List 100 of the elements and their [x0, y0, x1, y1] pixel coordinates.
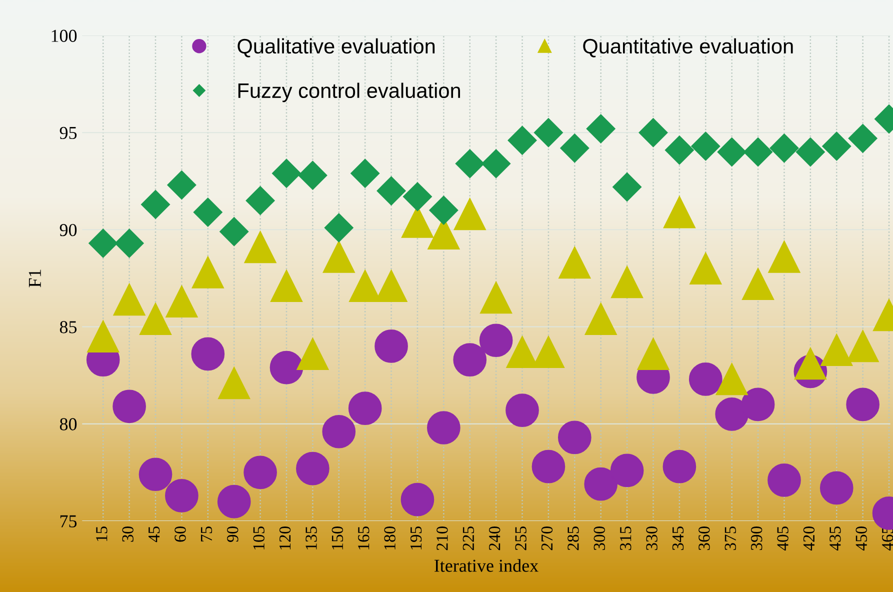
x-tick-label: 30 — [122, 526, 134, 542]
point — [848, 124, 878, 153]
point — [270, 270, 302, 302]
point — [690, 252, 722, 285]
x-axis-title: Iterative index — [434, 559, 538, 572]
y-tick-label: 100 — [52, 30, 77, 42]
y-tick-label: 95 — [60, 126, 77, 140]
x-tick-label: 270 — [541, 526, 553, 550]
x-tick-label: 420 — [803, 526, 815, 550]
x-tick-label: 105 — [253, 526, 264, 550]
point — [272, 158, 301, 188]
x-tick-label: 375 — [724, 526, 736, 550]
x-tick-label: 210 — [436, 526, 448, 550]
point — [715, 397, 748, 431]
point — [296, 452, 330, 486]
point — [586, 114, 616, 144]
point — [744, 138, 772, 166]
point — [558, 420, 592, 454]
point — [794, 348, 826, 380]
point — [348, 392, 382, 426]
point — [296, 338, 329, 370]
point — [610, 454, 644, 488]
point — [846, 330, 879, 362]
point — [191, 337, 225, 371]
point — [796, 138, 825, 166]
point — [244, 456, 277, 490]
point — [717, 138, 746, 166]
point — [217, 484, 251, 518]
point — [663, 196, 696, 228]
x-tick-label: 180 — [384, 526, 396, 550]
point — [322, 414, 356, 448]
x-tick-label: 285 — [568, 526, 579, 550]
point — [820, 334, 853, 366]
x-tick-label: 165 — [358, 526, 370, 550]
x-tick-label: 240 — [488, 526, 500, 550]
point — [165, 479, 198, 512]
x-tick-label: 300 — [594, 526, 606, 550]
x-tick-label: 195 — [410, 526, 422, 550]
point — [218, 367, 250, 400]
point — [637, 338, 670, 370]
point — [453, 343, 487, 376]
point — [768, 240, 800, 273]
point — [140, 303, 172, 335]
x-tick-label: 150 — [332, 526, 344, 550]
point — [612, 172, 642, 202]
point — [454, 198, 486, 230]
point — [455, 149, 484, 178]
x-tick-label: 255 — [515, 526, 526, 550]
point — [322, 240, 355, 273]
point — [822, 132, 852, 161]
point — [113, 284, 146, 316]
x-tick-label: 45 — [148, 526, 160, 542]
y-tick-label: 90 — [60, 224, 77, 236]
y-tick-label: 85 — [60, 321, 77, 334]
point — [480, 282, 512, 314]
point — [479, 324, 513, 358]
legend-label: Quantitative evaluation — [583, 38, 793, 58]
point — [376, 176, 406, 206]
point — [192, 256, 224, 288]
point — [244, 231, 276, 264]
legend-label: Fuzzy control evaluation — [238, 82, 460, 102]
point — [506, 394, 539, 427]
point — [638, 118, 668, 148]
point — [611, 266, 644, 298]
point — [662, 450, 696, 484]
point — [112, 390, 146, 424]
point — [246, 186, 275, 216]
x-tick-label: 330 — [646, 526, 658, 550]
legend-label: Qualitative evaluation — [238, 38, 435, 58]
x-tick-label: 60 — [174, 526, 186, 542]
point — [846, 388, 880, 422]
point — [688, 362, 722, 396]
point — [534, 118, 563, 148]
point — [532, 450, 566, 484]
point — [482, 149, 511, 178]
point — [770, 134, 799, 163]
y-tick-label: 75 — [60, 515, 77, 528]
x-tick-label: 75 — [200, 526, 212, 542]
point — [374, 330, 408, 363]
point — [220, 217, 249, 246]
x-tick-label: 315 — [620, 526, 632, 550]
x-tick-label: 435 — [830, 526, 841, 550]
y-axis-title: F1 — [28, 270, 41, 288]
point — [403, 182, 432, 212]
point — [141, 190, 170, 219]
point — [270, 350, 304, 384]
x-tick-label: 120 — [279, 526, 291, 550]
point — [193, 198, 222, 227]
point — [558, 246, 591, 279]
x-tick-label: 345 — [672, 526, 684, 550]
point — [350, 158, 380, 188]
point — [664, 136, 694, 165]
point — [87, 320, 120, 352]
x-tick-label: 90 — [227, 526, 238, 542]
point — [820, 471, 854, 505]
x-tick-label: 135 — [306, 526, 317, 550]
x-tick-label: 450 — [856, 526, 867, 550]
x-tick-label: 225 — [462, 526, 474, 550]
point — [429, 196, 458, 225]
point — [691, 132, 720, 161]
